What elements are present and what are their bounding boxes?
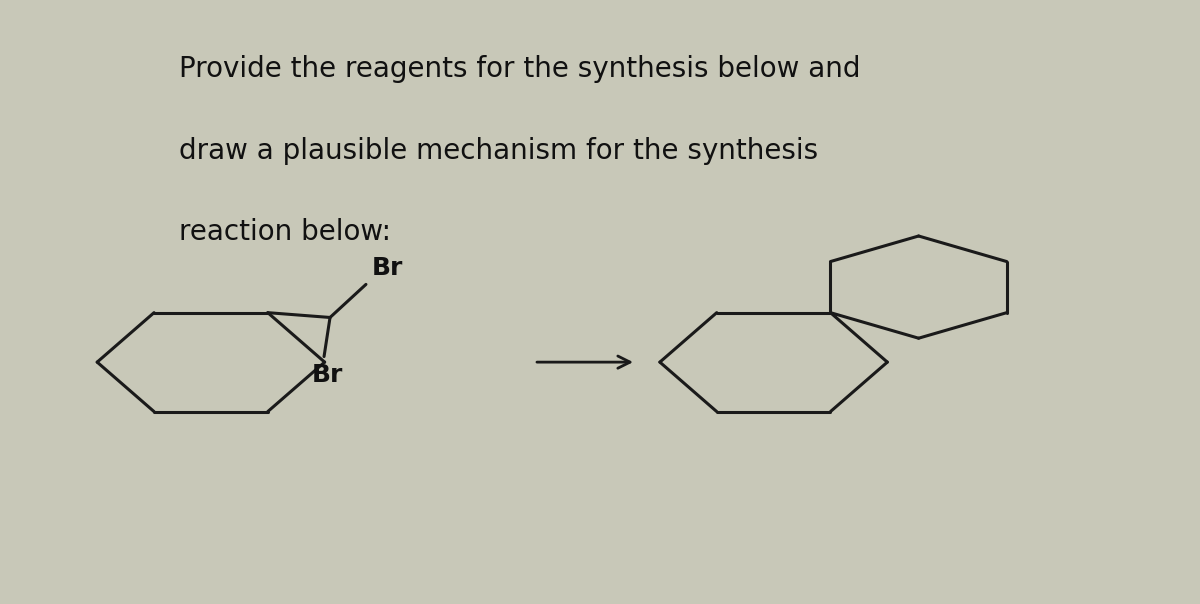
Text: Provide the reagents for the synthesis below and: Provide the reagents for the synthesis b… — [179, 56, 860, 83]
Text: draw a plausible mechanism for the synthesis: draw a plausible mechanism for the synth… — [179, 137, 817, 165]
Text: Br: Br — [372, 255, 403, 280]
Text: reaction below:: reaction below: — [179, 218, 390, 246]
Text: Br: Br — [312, 362, 343, 387]
